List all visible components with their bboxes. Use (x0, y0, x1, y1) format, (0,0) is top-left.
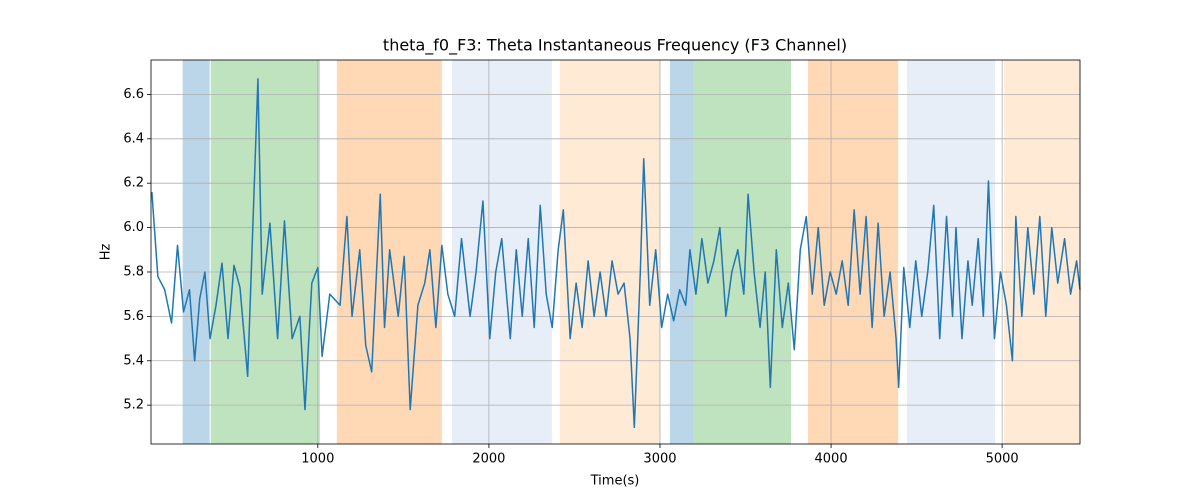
data-line (151, 78, 1081, 429)
shaded-span (210, 60, 320, 444)
y-tick-label: 5.6 (123, 309, 144, 324)
chart-title: theta_f0_F3: Theta Instantaneous Frequen… (383, 36, 847, 56)
shaded-span (693, 60, 792, 444)
x-tick-label: 2000 (472, 452, 505, 467)
y-tick-label: 5.4 (123, 353, 144, 368)
shaded-span (907, 60, 996, 444)
y-tick-label: 6.4 (123, 131, 144, 146)
x-tick-label: 4000 (815, 452, 848, 467)
y-tick-label: 5.2 (123, 398, 144, 413)
shaded-span (451, 60, 552, 444)
shaded-span (559, 60, 660, 444)
y-tick-label: 6.6 (123, 87, 144, 102)
x-tick-label: 1000 (301, 452, 334, 467)
y-axis-label: Hz (99, 244, 114, 261)
x-tick-label: 3000 (643, 452, 676, 467)
x-tick-label: 5000 (986, 452, 1019, 467)
shaded-span (669, 60, 694, 444)
y-tick-label: 6.2 (123, 176, 144, 191)
x-axis-label: Time(s) (590, 474, 640, 489)
y-tick-label: 5.8 (123, 264, 144, 279)
y-tick-label: 6.0 (123, 220, 144, 235)
plot-frame (150, 59, 1081, 445)
shaded-span (182, 60, 210, 444)
shaded-span (807, 60, 899, 444)
